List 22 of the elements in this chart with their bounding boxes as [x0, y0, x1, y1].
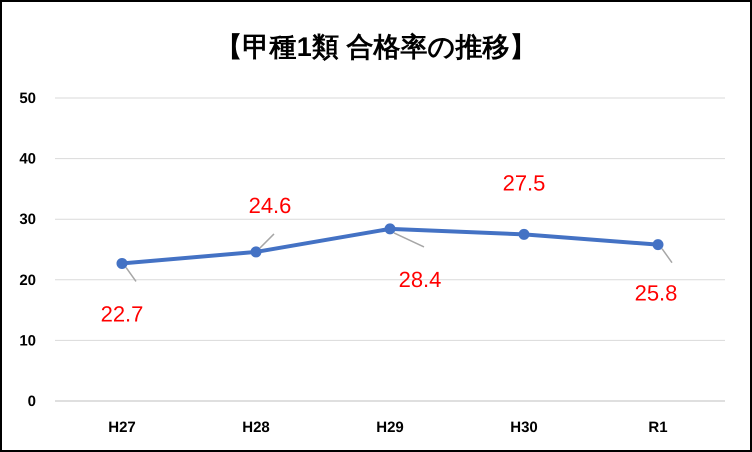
point: [116, 258, 128, 269]
y-tick-label: 0: [28, 393, 36, 410]
point: [652, 239, 664, 250]
x-tick-label: H29: [376, 419, 404, 436]
y-tick-label: 40: [19, 150, 36, 168]
data-label: 22.7: [100, 301, 144, 326]
y-tick-label: 50: [19, 90, 36, 107]
x-tick-label: R1: [648, 419, 668, 436]
chart-title: 【甲種1類 合格率の推移】: [216, 32, 536, 62]
data-label: 27.5: [502, 170, 546, 196]
y-tick-label: 20: [19, 272, 36, 289]
x-tick-label: H28: [242, 419, 270, 436]
point: [518, 228, 530, 240]
point: [384, 223, 396, 234]
x-tick-label: H30: [510, 419, 538, 436]
data-label: 25.8: [634, 280, 678, 306]
point: [250, 246, 262, 258]
y-tick-label: 10: [19, 332, 36, 350]
data-label: 24.6: [248, 192, 292, 218]
x-tick-label: H27: [108, 419, 136, 436]
y-tick-label: 30: [19, 211, 36, 228]
data-label: 28.4: [398, 266, 442, 292]
